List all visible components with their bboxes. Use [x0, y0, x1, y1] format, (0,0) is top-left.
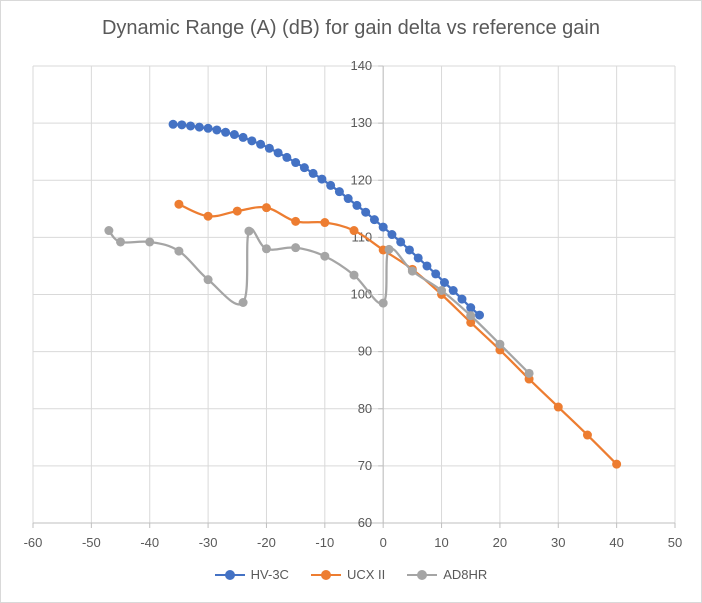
data-point-hv-3c — [264, 143, 274, 153]
data-point-hv-3c — [413, 253, 423, 263]
data-point-hv-3c — [404, 245, 414, 255]
data-point-ad8hr — [174, 246, 184, 256]
data-point-hv-3c — [439, 278, 449, 288]
y-tick-label: 70 — [358, 458, 372, 473]
data-point-hv-3c — [378, 222, 388, 232]
data-point-hv-3c — [343, 194, 353, 204]
x-tick-label: -10 — [315, 535, 334, 550]
data-point-hv-3c — [448, 286, 458, 296]
data-point-ad8hr — [116, 237, 126, 247]
data-point-ucx-ii — [349, 226, 359, 236]
data-point-hv-3c — [334, 187, 344, 197]
data-point-hv-3c — [186, 121, 196, 131]
x-tick-label: -20 — [257, 535, 276, 550]
data-point-hv-3c — [247, 136, 257, 146]
data-point-ad8hr — [495, 339, 505, 349]
data-point-ucx-ii — [174, 199, 184, 209]
legend-swatch-hv-3c — [214, 569, 245, 581]
x-tick-label: 0 — [380, 535, 387, 550]
data-point-ad8hr — [524, 368, 534, 378]
data-point-ucx-ii — [466, 317, 476, 327]
legend-swatch-ad8hr — [407, 569, 438, 581]
data-point-hv-3c — [299, 163, 309, 173]
legend-label-hv-3c: HV-3C — [250, 567, 289, 582]
data-point-ad8hr — [378, 298, 388, 308]
y-tick-label: 80 — [358, 401, 372, 416]
data-point-ucx-ii — [261, 203, 271, 213]
legend-label-ucx-ii: UCX II — [346, 567, 386, 582]
data-point-ucx-ii — [203, 211, 213, 221]
data-point-hv-3c — [168, 119, 178, 129]
data-point-ucx-ii — [612, 459, 622, 469]
plot-area: -60 -50 -40 -30 -20 -10 0 10 20 30 40 5060708090100… — [24, 58, 683, 550]
data-point-hv-3c — [326, 180, 336, 190]
data-point-hv-3c — [229, 130, 239, 140]
data-point-hv-3c — [369, 215, 379, 225]
data-point-hv-3c — [291, 158, 301, 168]
data-point-hv-3c — [203, 123, 213, 133]
legend-label-ad8hr: AD8HR — [443, 567, 488, 582]
data-point-ucx-ii — [232, 206, 242, 216]
y-tick-label: 90 — [358, 344, 372, 359]
data-point-ucx-ii — [582, 430, 592, 440]
data-point-hv-3c — [177, 120, 187, 130]
data-point-ad8hr — [349, 270, 359, 280]
data-point-hv-3c — [282, 152, 292, 162]
data-point-hv-3c — [273, 148, 283, 158]
data-point-hv-3c — [396, 237, 406, 247]
y-tick-label: 140 — [350, 58, 372, 73]
data-point-hv-3c — [466, 303, 476, 313]
data-point-ad8hr — [320, 251, 330, 261]
data-point-hv-3c — [212, 125, 222, 135]
data-point-hv-3c — [308, 168, 318, 178]
data-point-hv-3c — [422, 261, 432, 271]
data-point-ad8hr — [238, 297, 248, 307]
y-tick-label: 120 — [350, 172, 372, 187]
y-tick-label: 130 — [350, 115, 372, 130]
data-point-hv-3c — [194, 122, 204, 132]
data-point-ad8hr — [145, 237, 155, 247]
data-point-ad8hr — [384, 244, 394, 254]
chart-title: Dynamic Range (A) (dB) for gain delta vs… — [101, 17, 600, 39]
legend-swatch-ucx-ii — [310, 569, 341, 581]
data-point-ad8hr — [407, 266, 417, 276]
data-point-hv-3c — [474, 310, 484, 320]
data-point-ad8hr — [466, 311, 476, 321]
legend-item-hv-3c: HV-3C — [214, 567, 289, 582]
data-point-ucx-ii — [291, 216, 301, 226]
data-point-ad8hr — [104, 226, 114, 236]
series-line-ucx-ii — [178, 203, 618, 465]
data-point-hv-3c — [457, 294, 467, 304]
data-point-ucx-ii — [320, 218, 330, 228]
x-tick-label: -30 — [199, 535, 218, 550]
x-tick-label: -40 — [140, 535, 159, 550]
legend-item-ucx-ii: UCX II — [310, 567, 386, 582]
x-tick-label: 30 — [551, 535, 565, 550]
data-point-hv-3c — [387, 230, 397, 240]
data-point-hv-3c — [352, 200, 362, 210]
x-tick-label: -50 — [82, 535, 101, 550]
x-tick-label: 20 — [493, 535, 507, 550]
data-point-ad8hr — [261, 244, 271, 254]
data-point-hv-3c — [317, 174, 327, 184]
x-tick-label: 40 — [609, 535, 623, 550]
data-point-ucx-ii — [553, 402, 563, 412]
data-point-hv-3c — [238, 132, 248, 142]
data-point-ad8hr — [244, 226, 254, 236]
x-tick-label: 10 — [434, 535, 448, 550]
x-tick-label: -60 — [24, 535, 43, 550]
data-point-hv-3c — [431, 269, 441, 279]
data-point-ad8hr — [437, 286, 447, 296]
data-point-hv-3c — [256, 139, 266, 149]
x-tick-label: 50 — [668, 535, 682, 550]
data-point-ad8hr — [291, 243, 301, 253]
data-point-hv-3c — [221, 127, 231, 137]
legend-item-ad8hr: AD8HR — [407, 567, 487, 582]
data-point-ad8hr — [203, 275, 213, 285]
legend: HV-3C UCX II AD8HR — [1, 567, 701, 582]
data-point-hv-3c — [361, 207, 371, 217]
y-tick-label: 60 — [358, 515, 372, 530]
